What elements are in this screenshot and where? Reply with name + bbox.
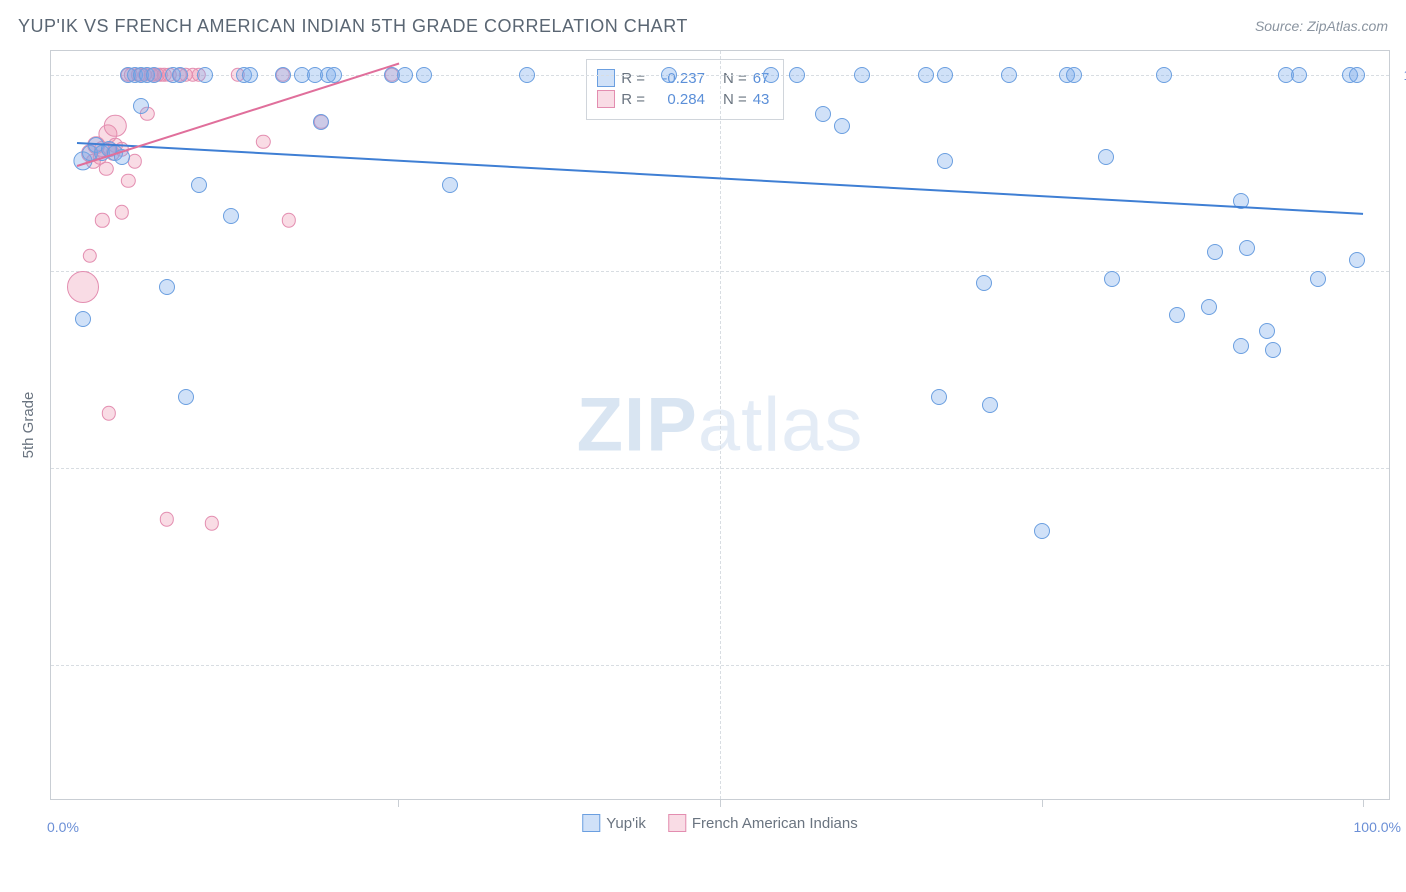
scatter-point-blue xyxy=(937,153,953,169)
scatter-point-pink xyxy=(121,174,135,188)
gridline-v xyxy=(720,51,721,799)
scatter-point-blue xyxy=(191,177,207,193)
scatter-point-blue xyxy=(519,67,535,83)
series-legend: Yup'ik French American Indians xyxy=(582,811,857,835)
chart-title: YUP'IK VS FRENCH AMERICAN INDIAN 5TH GRA… xyxy=(18,16,688,36)
scatter-point-blue xyxy=(242,67,258,83)
scatter-point-blue xyxy=(854,67,870,83)
legend-swatch xyxy=(668,814,686,832)
scatter-point-blue xyxy=(75,311,91,327)
scatter-point-blue xyxy=(442,177,458,193)
scatter-point-blue xyxy=(1098,149,1114,165)
legend-swatch xyxy=(582,814,600,832)
r-value: -0.237 xyxy=(651,70,705,87)
scatter-point-pink xyxy=(67,271,99,303)
series-legend-item: French American Indians xyxy=(668,814,858,832)
scatter-point-blue xyxy=(815,106,831,122)
n-label: N = xyxy=(723,70,747,87)
scatter-point-blue xyxy=(1207,244,1223,260)
scatter-point-blue xyxy=(1310,271,1326,287)
scatter-point-pink xyxy=(282,213,296,227)
series-legend-item: Yup'ik xyxy=(582,814,646,832)
scatter-point-blue xyxy=(982,397,998,413)
x-tick-left: 0.0% xyxy=(47,819,79,835)
r-label: R = xyxy=(621,70,645,87)
scatter-point-blue xyxy=(1156,67,1172,83)
series-legend-label: French American Indians xyxy=(692,815,858,832)
scatter-point-blue xyxy=(1066,67,1082,83)
stats-legend: R =-0.237N =67R =0.284N =43 xyxy=(586,59,784,120)
r-label: R = xyxy=(621,91,645,108)
scatter-point-pink xyxy=(205,516,219,530)
scatter-point-blue xyxy=(1291,67,1307,83)
series-legend-label: Yup'ik xyxy=(606,815,646,832)
n-value: 43 xyxy=(753,91,770,108)
scatter-point-blue xyxy=(1349,67,1365,83)
scatter-point-blue xyxy=(834,118,850,134)
scatter-point-blue xyxy=(976,275,992,291)
scatter-point-pink xyxy=(102,406,116,420)
scatter-point-blue xyxy=(1169,307,1185,323)
scatter-point-blue xyxy=(416,67,432,83)
scatter-point-blue xyxy=(275,67,291,83)
y-axis-title: 5th Grade xyxy=(20,392,37,459)
scatter-point-blue xyxy=(937,67,953,83)
scatter-point-pink xyxy=(99,162,113,176)
scatter-point-blue xyxy=(1001,67,1017,83)
scatter-point-blue xyxy=(1239,240,1255,256)
scatter-point-pink xyxy=(95,213,109,227)
scatter-point-pink xyxy=(160,512,174,526)
scatter-point-pink xyxy=(256,134,270,148)
scatter-point-blue xyxy=(789,67,805,83)
scatter-point-blue xyxy=(1349,252,1365,268)
x-tick xyxy=(1363,799,1364,807)
x-tick xyxy=(720,799,721,807)
stats-legend-row: R = 0.284 N = 43 xyxy=(597,90,769,108)
scatter-point-blue xyxy=(397,67,413,83)
scatter-point-blue xyxy=(1034,523,1050,539)
x-tick-right: 100.0% xyxy=(1354,819,1401,835)
x-tick xyxy=(398,799,399,807)
chart-source: Source: ZipAtlas.com xyxy=(1255,18,1388,34)
scatter-point-blue xyxy=(1201,299,1217,315)
n-label: N = xyxy=(723,91,747,108)
legend-swatch xyxy=(597,69,615,87)
scatter-point-blue xyxy=(172,67,188,83)
scatter-point-blue xyxy=(223,208,239,224)
stats-legend-row: R =-0.237N =67 xyxy=(597,69,769,87)
legend-swatch xyxy=(597,90,615,108)
scatter-point-blue xyxy=(661,67,677,83)
scatter-point-blue xyxy=(1265,342,1281,358)
scatter-point-blue xyxy=(146,67,162,83)
scatter-point-pink xyxy=(104,115,126,137)
r-value: 0.284 xyxy=(651,91,705,108)
scatter-point-pink xyxy=(115,205,129,219)
scatter-point-blue xyxy=(931,389,947,405)
scatter-point-blue xyxy=(313,114,329,130)
scatter-point-blue xyxy=(133,98,149,114)
scatter-point-blue xyxy=(763,67,779,83)
scatter-point-pink xyxy=(82,249,96,263)
scatter-point-blue xyxy=(197,67,213,83)
scatter-point-blue xyxy=(1104,271,1120,287)
scatter-point-blue xyxy=(1233,338,1249,354)
scatter-point-blue xyxy=(159,279,175,295)
scatter-point-blue xyxy=(178,389,194,405)
scatter-point-blue xyxy=(918,67,934,83)
scatter-point-blue xyxy=(1259,323,1275,339)
plot-area: ZIPatlas R =-0.237N =67R =0.284N =43 Yup… xyxy=(50,50,1390,800)
chart-header: YUP'IK VS FRENCH AMERICAN INDIAN 5TH GRA… xyxy=(18,16,1388,44)
x-tick xyxy=(1042,799,1043,807)
